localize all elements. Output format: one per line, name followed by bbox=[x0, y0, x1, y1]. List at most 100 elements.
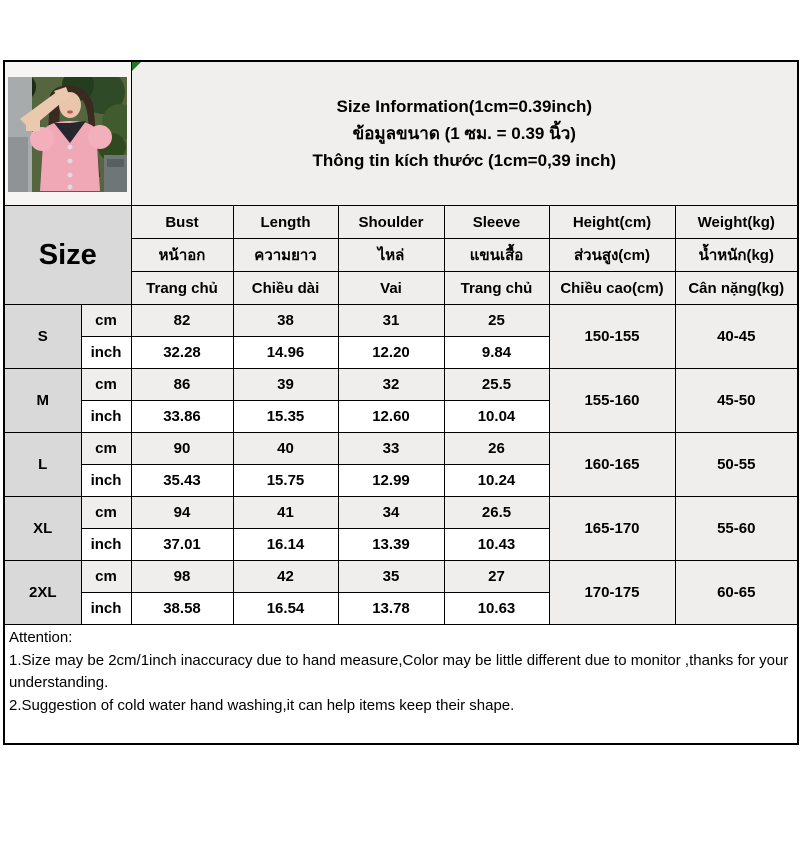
col-header-sleeve-vi: Trang chủ bbox=[443, 271, 550, 305]
table-row-2xl-cm: 2XL cm 98 42 35 27 170-175 60-65 bbox=[3, 560, 799, 625]
cell-2xl-shoulder-inch: 13.78 bbox=[337, 592, 445, 625]
header-row-english: Size Bust Length Shoulder Sleeve Height(… bbox=[3, 205, 799, 305]
product-photo-illustration bbox=[8, 77, 128, 192]
cell-m-length-cm: 39 bbox=[232, 368, 339, 401]
size-label-l: L bbox=[3, 432, 82, 497]
table-row-m-cm: M cm 86 39 32 25.5 155-160 45-50 bbox=[3, 368, 799, 433]
attention-line-2: 2.Suggestion of cold water hand washing,… bbox=[9, 696, 515, 714]
cell-m-sleeve-cm: 25.5 bbox=[443, 368, 550, 401]
cell-s-shoulder-cm: 31 bbox=[337, 304, 445, 337]
title-english: Size Information(1cm=0.39inch) bbox=[336, 96, 593, 116]
cell-2xl-bust-inch: 38.58 bbox=[130, 592, 234, 625]
col-header-length-th: ความยาว bbox=[232, 238, 339, 272]
size-table: Size Information(1cm=0.39inch) ข้อมูลขนา… bbox=[3, 60, 800, 745]
unit-cell-cm: cm bbox=[80, 304, 132, 337]
cell-s-height: 150-155 bbox=[548, 304, 676, 369]
cell-l-bust-inch: 35.43 bbox=[130, 464, 234, 497]
product-photo bbox=[8, 77, 128, 192]
cell-l-length-cm: 40 bbox=[232, 432, 339, 465]
size-label-xl: XL bbox=[3, 496, 82, 561]
unit-cell-inch: inch bbox=[80, 592, 132, 625]
table-row-xl-cm: XL cm 94 41 34 26.5 165-170 55-60 bbox=[3, 496, 799, 561]
title-row: Size Information(1cm=0.39inch) ข้อมูลขนา… bbox=[3, 60, 799, 206]
cell-2xl-height: 170-175 bbox=[548, 560, 676, 625]
cell-xl-length-cm: 41 bbox=[232, 496, 339, 529]
col-header-height-vi: Chiều cao(cm) bbox=[548, 271, 676, 305]
cell-xl-height: 165-170 bbox=[548, 496, 676, 561]
col-header-length-vi: Chiều dài bbox=[232, 271, 339, 305]
cell-2xl-length-inch: 16.54 bbox=[232, 592, 339, 625]
cell-2xl-length-cm: 42 bbox=[232, 560, 339, 593]
col-header-sleeve-en: Sleeve bbox=[443, 205, 550, 239]
table-row-s-inch: inch 32.28 14.96 12.20 9.84 bbox=[4, 336, 798, 369]
size-chart-sheet: Size Information(1cm=0.39inch) ข้อมูลขนา… bbox=[3, 60, 800, 745]
cell-s-weight: 40-45 bbox=[674, 304, 799, 369]
attention-row: Attention: 1.Size may be 2cm/1inch inacc… bbox=[3, 624, 799, 745]
col-header-shoulder-en: Shoulder bbox=[337, 205, 445, 239]
title-thai: ข้อมูลขนาด (1 ซม. = 0.39 นิ้ว) bbox=[352, 123, 576, 143]
chart-title-cell: Size Information(1cm=0.39inch) ข้อมูลขนา… bbox=[130, 60, 799, 206]
header-row-thai: หน้าอก ความยาว ไหล่ แขนเสื้อ ส่วนสูง(cm)… bbox=[4, 238, 799, 272]
cell-2xl-sleeve-inch: 10.63 bbox=[443, 592, 550, 625]
size-label-2xl: 2XL bbox=[3, 560, 82, 625]
col-header-bust-en: Bust bbox=[130, 205, 234, 239]
size-label-m: M bbox=[3, 368, 82, 433]
size-corner-label: Size bbox=[3, 205, 132, 305]
unit-cell-inch: inch bbox=[80, 464, 132, 497]
cell-m-shoulder-cm: 32 bbox=[337, 368, 445, 401]
title-vietnamese: Thông tin kích thước (1cm=0,39 inch) bbox=[312, 151, 617, 171]
cell-s-bust-inch: 32.28 bbox=[130, 336, 234, 369]
cell-xl-length-inch: 16.14 bbox=[232, 528, 339, 561]
cell-xl-sleeve-inch: 10.43 bbox=[443, 528, 550, 561]
unit-cell-cm: cm bbox=[80, 368, 132, 401]
table-row-s-cm: S cm 82 38 31 25 150-155 40-45 bbox=[3, 304, 799, 369]
cell-l-length-inch: 15.75 bbox=[232, 464, 339, 497]
cell-l-shoulder-cm: 33 bbox=[337, 432, 445, 465]
cell-m-weight: 45-50 bbox=[674, 368, 799, 433]
table-row-2xl-inch: inch 38.58 16.54 13.78 10.63 bbox=[4, 592, 798, 625]
cell-l-sleeve-cm: 26 bbox=[443, 432, 550, 465]
cell-2xl-shoulder-cm: 35 bbox=[337, 560, 445, 593]
unit-cell-cm: cm bbox=[80, 560, 132, 593]
cell-s-sleeve-cm: 25 bbox=[443, 304, 550, 337]
header-row-vietnamese: Trang chủ Chiều dài Vai Trang chủ Chiều … bbox=[4, 271, 799, 305]
cell-xl-sleeve-cm: 26.5 bbox=[443, 496, 550, 529]
cell-xl-shoulder-cm: 34 bbox=[337, 496, 445, 529]
cell-s-length-inch: 14.96 bbox=[232, 336, 339, 369]
cell-2xl-sleeve-cm: 27 bbox=[443, 560, 550, 593]
col-header-shoulder-th: ไหล่ bbox=[337, 238, 445, 272]
col-header-weight-vi: Cân nặng(kg) bbox=[674, 271, 799, 305]
cell-xl-bust-cm: 94 bbox=[130, 496, 234, 529]
table-row-l-cm: L cm 90 40 33 26 160-165 50-55 bbox=[3, 432, 799, 497]
cell-s-length-cm: 38 bbox=[232, 304, 339, 337]
cell-l-bust-cm: 90 bbox=[130, 432, 234, 465]
col-header-weight-th: น้ำหนัก(kg) bbox=[674, 238, 799, 272]
unit-cell-cm: cm bbox=[80, 432, 132, 465]
attention-cell: Attention: 1.Size may be 2cm/1inch inacc… bbox=[3, 624, 799, 745]
cell-s-shoulder-inch: 12.20 bbox=[337, 336, 445, 369]
col-header-height-th: ส่วนสูง(cm) bbox=[548, 238, 676, 272]
table-row-xl-inch: inch 37.01 16.14 13.39 10.43 bbox=[4, 528, 798, 561]
col-header-weight-en: Weight(kg) bbox=[674, 205, 799, 239]
col-header-height-en: Height(cm) bbox=[548, 205, 676, 239]
col-header-bust-th: หน้าอก bbox=[130, 238, 234, 272]
unit-cell-inch: inch bbox=[80, 528, 132, 561]
unit-cell-inch: inch bbox=[80, 400, 132, 433]
cell-2xl-weight: 60-65 bbox=[674, 560, 799, 625]
cell-l-weight: 50-55 bbox=[674, 432, 799, 497]
cell-2xl-bust-cm: 98 bbox=[130, 560, 234, 593]
cell-xl-bust-inch: 37.01 bbox=[130, 528, 234, 561]
cell-m-length-inch: 15.35 bbox=[232, 400, 339, 433]
cell-l-height: 160-165 bbox=[548, 432, 676, 497]
cell-m-bust-inch: 33.86 bbox=[130, 400, 234, 433]
cell-xl-weight: 55-60 bbox=[674, 496, 799, 561]
cell-m-bust-cm: 86 bbox=[130, 368, 234, 401]
col-header-length-en: Length bbox=[232, 205, 339, 239]
cell-m-sleeve-inch: 10.04 bbox=[443, 400, 550, 433]
cell-s-sleeve-inch: 9.84 bbox=[443, 336, 550, 369]
unit-cell-inch: inch bbox=[80, 336, 132, 369]
col-header-bust-vi: Trang chủ bbox=[130, 271, 234, 305]
col-header-shoulder-vi: Vai bbox=[337, 271, 445, 305]
col-header-sleeve-th: แขนเสื้อ bbox=[443, 238, 550, 272]
cell-m-shoulder-inch: 12.60 bbox=[337, 400, 445, 433]
